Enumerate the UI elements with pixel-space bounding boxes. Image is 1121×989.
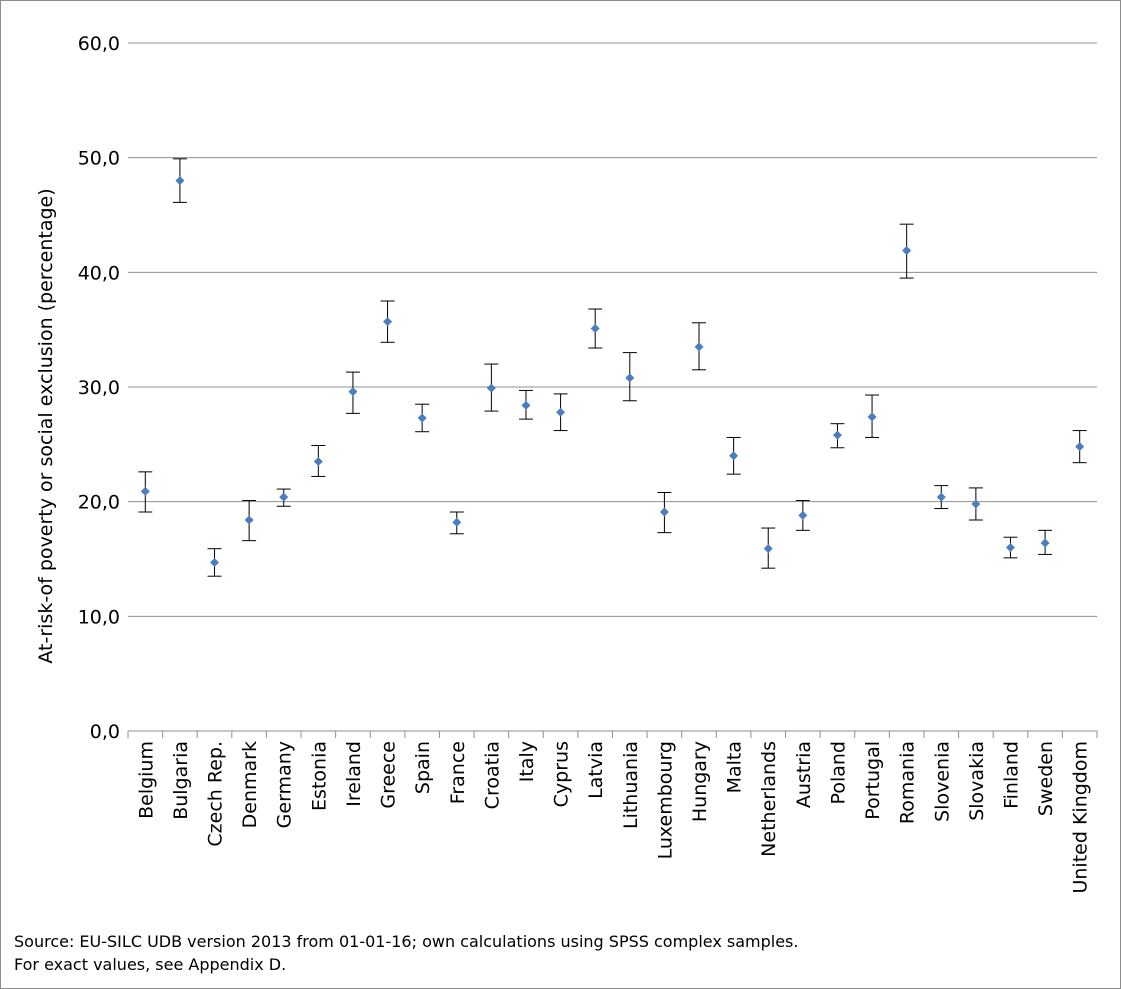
source-note: Source: EU-SILC UDB version 2013 from 01… <box>14 930 798 976</box>
data-point <box>1005 543 1015 553</box>
x-tick-label: Slovenia <box>931 741 953 822</box>
y-tick-label: 40,0 <box>78 262 120 284</box>
x-tick-label: Croatia <box>481 741 503 809</box>
data-point <box>556 407 566 417</box>
source-line-1: Source: EU-SILC UDB version 2013 from 01… <box>14 932 799 951</box>
y-tick-label: 20,0 <box>78 492 120 514</box>
data-point <box>313 457 323 467</box>
x-tick-label: Sweden <box>1035 741 1057 816</box>
grid <box>128 42 1097 617</box>
x-tick-label: Ireland <box>343 741 365 807</box>
data-point <box>1040 538 1050 548</box>
x-tick-label: Portugal <box>862 741 884 820</box>
x-tick-label: Italy <box>516 741 538 782</box>
data-point <box>175 176 185 186</box>
x-tick-label: Spain <box>412 741 434 794</box>
error-bars <box>138 158 1087 577</box>
x-tick-label: Denmark <box>239 741 261 828</box>
y-tick-label: 0,0 <box>90 721 120 743</box>
data-point <box>590 324 600 334</box>
y-axis-label: At-risk-of poverty or social exclusion (… <box>35 188 57 663</box>
x-tick-label: United Kingdom <box>1070 741 1092 894</box>
data-point <box>452 517 462 527</box>
y-tick-label: 30,0 <box>78 377 120 399</box>
data-point <box>798 510 808 520</box>
x-tick-label: Estonia <box>308 741 330 811</box>
data-point <box>625 373 635 383</box>
x-tick-label: Latvia <box>585 741 607 799</box>
data-point <box>486 383 496 393</box>
x-tick-label: Bulgaria <box>170 741 192 820</box>
x-tick-label: Czech Rep. <box>205 741 227 847</box>
x-tick-label: France <box>447 741 469 804</box>
data-point <box>244 515 254 525</box>
x-tick-label: Austria <box>793 741 815 808</box>
y-tick-label: 10,0 <box>78 606 120 628</box>
x-tick-labels: Belgium Bulgaria Czech Rep. Denmark Germany E… <box>135 741 1091 894</box>
data-point <box>383 317 393 327</box>
x-tick-label: Belgium <box>135 741 157 819</box>
data-point <box>729 451 739 461</box>
data-point <box>348 387 358 397</box>
x-tick-label: Slovakia <box>966 741 988 821</box>
x-tick-label: Poland <box>827 741 849 804</box>
x-axis <box>127 730 1098 738</box>
x-tick-label: Malta <box>724 741 746 793</box>
y-tick-labels: 0,0 10,0 20,0 30,0 40,0 50,0 60,0 <box>78 33 120 743</box>
data-points <box>140 176 1085 567</box>
data-point <box>936 492 946 502</box>
y-tick-label: 60,0 <box>78 33 120 55</box>
x-tick-label: Hungary <box>689 741 711 822</box>
x-tick-label: Cyprus <box>551 741 573 807</box>
x-tick-label: Lithuania <box>620 741 642 829</box>
data-point <box>832 430 842 440</box>
data-point <box>210 557 220 567</box>
x-tick-label: Finland <box>1000 741 1022 809</box>
data-point <box>417 413 427 423</box>
data-point <box>521 400 531 410</box>
x-tick-label: Romania <box>897 741 919 824</box>
data-point <box>1075 442 1085 452</box>
data-point <box>140 486 150 496</box>
data-point <box>867 412 877 422</box>
data-point <box>763 544 773 554</box>
data-point <box>971 499 981 509</box>
x-tick-label: Luxembourg <box>654 741 676 859</box>
data-point <box>694 342 704 352</box>
data-point <box>902 246 912 256</box>
data-point <box>279 492 289 502</box>
x-tick-label: Germany <box>274 741 296 828</box>
source-line-2: For exact values, see Appendix D. <box>14 955 287 974</box>
x-tick-label: Greece <box>378 741 400 809</box>
y-tick-label: 50,0 <box>78 148 120 170</box>
data-point <box>659 507 669 517</box>
x-tick-label: Netherlands <box>758 741 780 857</box>
